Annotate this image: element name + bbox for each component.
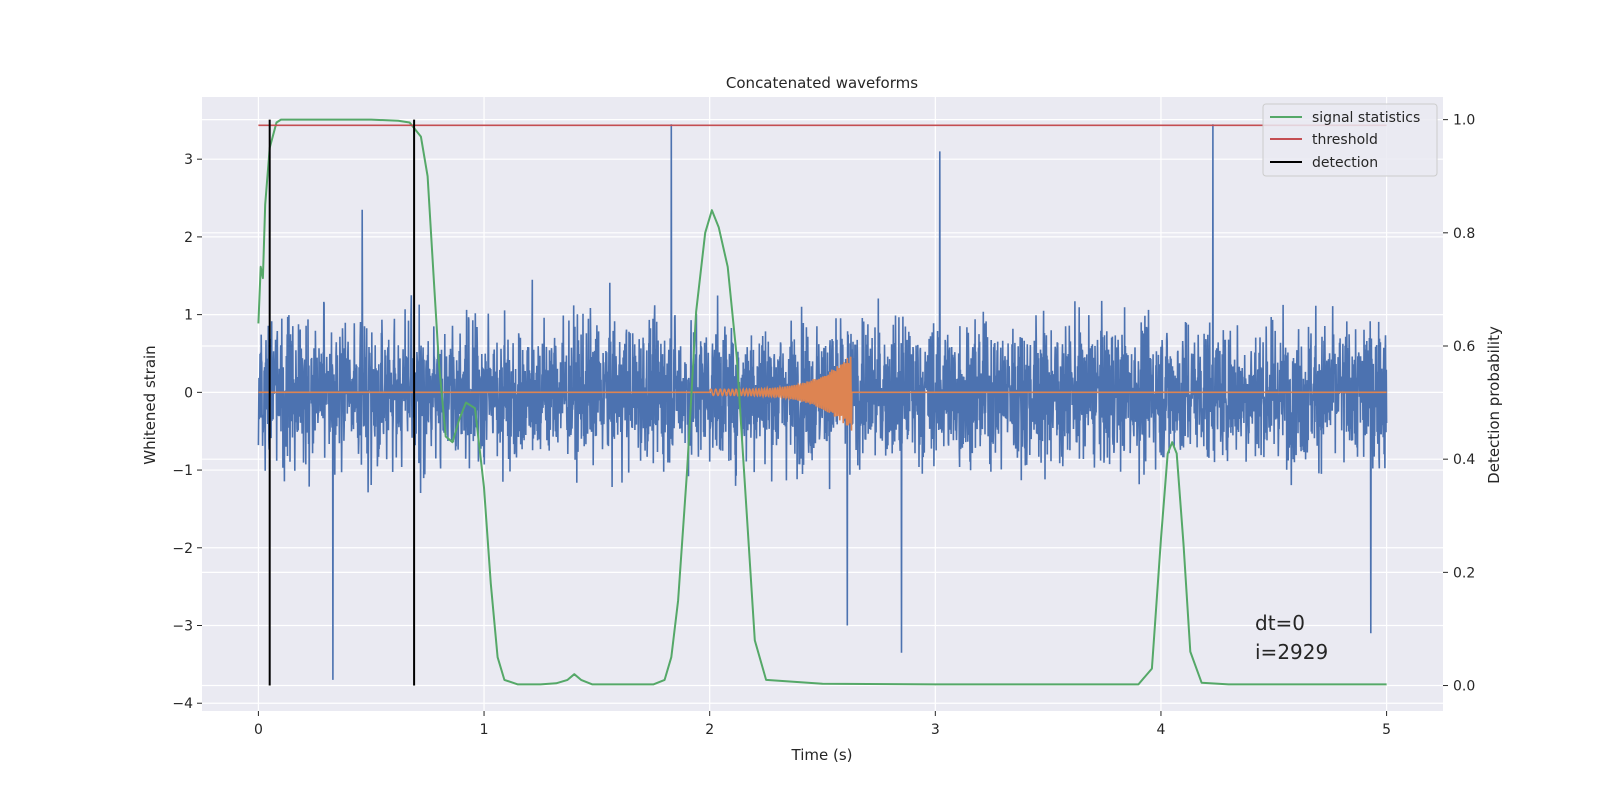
left-tick-label-0: −4 (172, 696, 193, 712)
x-axis-label: Time (s) (791, 746, 853, 764)
left-tick-label-1: −3 (172, 619, 193, 635)
left-axis-ticks: −4 −3 −2 −1 0 1 2 3 (172, 152, 202, 712)
left-axis-label: Whitened strain (141, 345, 159, 464)
legend-label-signal-statistics: signal statistics (1312, 110, 1420, 126)
annotation-dt: dt=0 (1255, 611, 1305, 635)
right-axis-label: Detection probability (1485, 326, 1503, 484)
x-tick-label-5: 5 (1382, 722, 1391, 738)
right-tick-label-0: 0.0 (1453, 679, 1475, 695)
probability-series (257, 118, 1387, 686)
right-tick-label-2: 0.4 (1453, 452, 1475, 468)
annotation-index: i=2929 (1255, 640, 1328, 664)
right-tick-label-1: 0.2 (1453, 565, 1475, 581)
signal-statistics-line (257, 118, 1387, 686)
x-tick-label-4: 4 (1156, 722, 1165, 738)
x-tick-label-0: 0 (254, 722, 263, 738)
left-tick-label-6: 2 (184, 230, 193, 246)
chirp-line (258, 356, 1387, 431)
legend-box (1262, 103, 1438, 177)
chirp-series (258, 356, 1387, 431)
legend-label-threshold: threshold (1312, 132, 1378, 148)
left-tick-label-3: −1 (172, 463, 193, 479)
legend-label-detection: detection (1312, 155, 1378, 171)
left-tick-label-7: 3 (184, 152, 193, 168)
x-tick-label-2: 2 (705, 722, 714, 738)
x-axis-ticks: 0 1 2 3 4 5 (254, 711, 1391, 738)
left-tick-label-4: 0 (184, 385, 193, 401)
left-tick-label-2: −2 (172, 541, 193, 557)
right-tick-label-3: 0.6 (1453, 339, 1475, 355)
x-tick-label-3: 3 (931, 722, 940, 738)
x-tick-label-1: 1 (480, 722, 489, 738)
left-tick-label-5: 1 (184, 308, 193, 324)
right-tick-label-4: 0.8 (1453, 226, 1475, 242)
chart-title: Concatenated waveforms (726, 74, 918, 92)
right-axis-ticks: 0.0 0.2 0.4 0.6 0.8 1.0 (1443, 113, 1475, 695)
legend: signal statistics threshold detection (1262, 103, 1438, 177)
right-tick-label-5: 1.0 (1453, 113, 1475, 129)
